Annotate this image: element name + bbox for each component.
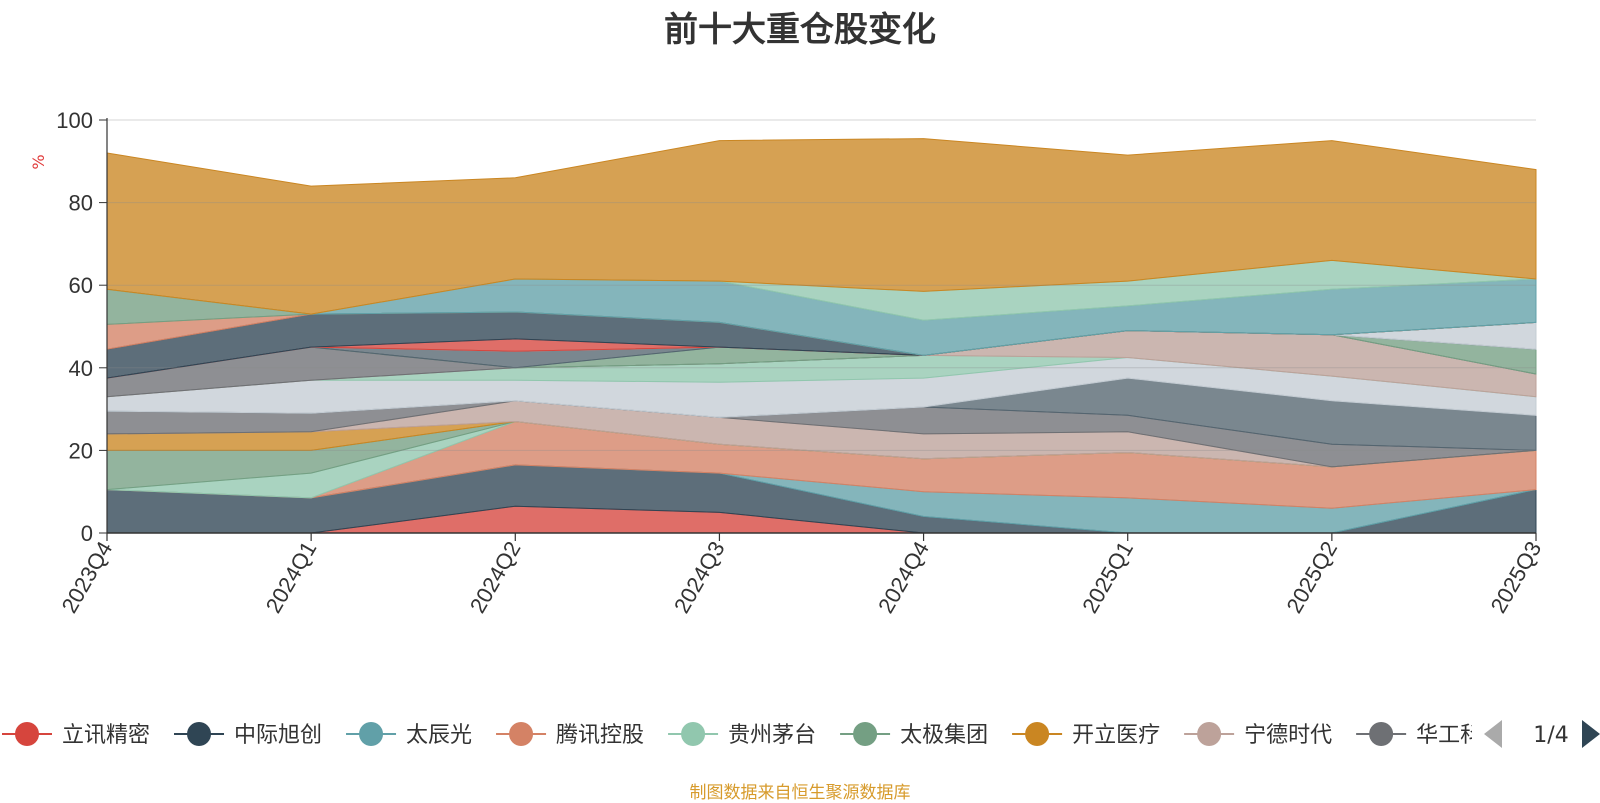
- legend-item-4[interactable]: 贵州茅台: [668, 722, 816, 748]
- x-tick-label: 2025Q1: [1077, 537, 1138, 617]
- legend-item-0[interactable]: 立讯精密: [2, 722, 150, 748]
- y-tick-label: 20: [69, 438, 93, 463]
- grid-lines: [107, 119, 1536, 451]
- legend-marker-icon: [1197, 722, 1222, 746]
- legend-label: 太辰光: [406, 723, 472, 748]
- legend-marker-icon: [853, 722, 878, 746]
- legend-label: 开立医疗: [1072, 723, 1160, 748]
- legend-label: 腾讯控股: [556, 723, 644, 748]
- legend-item-5[interactable]: 太极集团: [840, 722, 988, 748]
- legend-page-indicator: 1/4: [1533, 723, 1568, 748]
- x-tick-label: 2024Q3: [669, 537, 730, 617]
- legend-marker-icon: [509, 722, 534, 746]
- area-series-23[interactable]: [106, 138, 1537, 315]
- legend-marker-icon: [187, 722, 212, 746]
- x-tick-label: 2024Q2: [465, 537, 526, 617]
- area-series-layer: [106, 138, 1537, 534]
- legend-item-1[interactable]: 中际旭创: [174, 722, 322, 748]
- x-tick-label: 2025Q2: [1281, 537, 1342, 617]
- legend-marker-icon: [1369, 722, 1394, 746]
- legend-item-8[interactable]: 华工科技: [1356, 722, 1504, 748]
- y-tick-label: 100: [56, 108, 93, 133]
- legend-item-7[interactable]: 宁德时代: [1184, 722, 1332, 748]
- y-tick-label: 80: [69, 191, 93, 216]
- legend-item-6[interactable]: 开立医疗: [1012, 722, 1160, 748]
- legend-label: 贵州茅台: [728, 723, 816, 748]
- y-tick-label: 0: [81, 521, 93, 546]
- legend-item-3[interactable]: 腾讯控股: [496, 722, 644, 748]
- legend-next-icon[interactable]: [1582, 720, 1600, 748]
- x-tick-label: 2024Q1: [261, 537, 322, 617]
- legend-marker-icon: [1025, 722, 1050, 746]
- legend-marker-icon: [15, 722, 39, 746]
- legend-label: 宁德时代: [1244, 723, 1332, 748]
- y-tick-label: 40: [69, 356, 93, 381]
- legend: 立讯精密 中际旭创 太辰光 腾讯控股 贵州茅台 太极集团 开立医疗 宁德时代 华工科技: [2, 722, 1504, 748]
- legend-label: 中际旭创: [234, 723, 322, 748]
- legend-label: 太极集团: [900, 723, 988, 748]
- x-tick-label: 2025Q3: [1486, 537, 1547, 617]
- x-tick-label: 2023Q4: [57, 537, 118, 617]
- source-note: 制图数据来自恒生聚源数据库: [689, 783, 911, 803]
- legend-item-2[interactable]: 太辰光: [346, 722, 472, 748]
- legend-label: 立讯精密: [62, 723, 150, 748]
- legend-label: 华工科技: [1416, 723, 1504, 748]
- x-tick-label: 2024Q4: [873, 537, 934, 617]
- legend-marker-icon: [359, 722, 384, 746]
- chart-title: 前十大重仓股变化: [664, 10, 936, 50]
- legend-marker-icon: [681, 722, 706, 746]
- legend-prev-icon[interactable]: [1484, 720, 1502, 748]
- legend-pager: 1/4: [1484, 720, 1600, 748]
- y-tick-label: 60: [69, 273, 93, 298]
- y-axis-label: %: [29, 154, 48, 169]
